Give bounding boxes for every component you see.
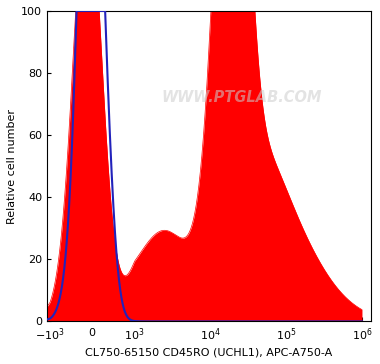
X-axis label: CL750-65150 CD45RO (UCHL1), APC-A750-A: CL750-65150 CD45RO (UCHL1), APC-A750-A <box>85 347 332 357</box>
Text: WWW.PTGLAB.COM: WWW.PTGLAB.COM <box>161 90 321 106</box>
Y-axis label: Relative cell number: Relative cell number <box>7 109 17 224</box>
